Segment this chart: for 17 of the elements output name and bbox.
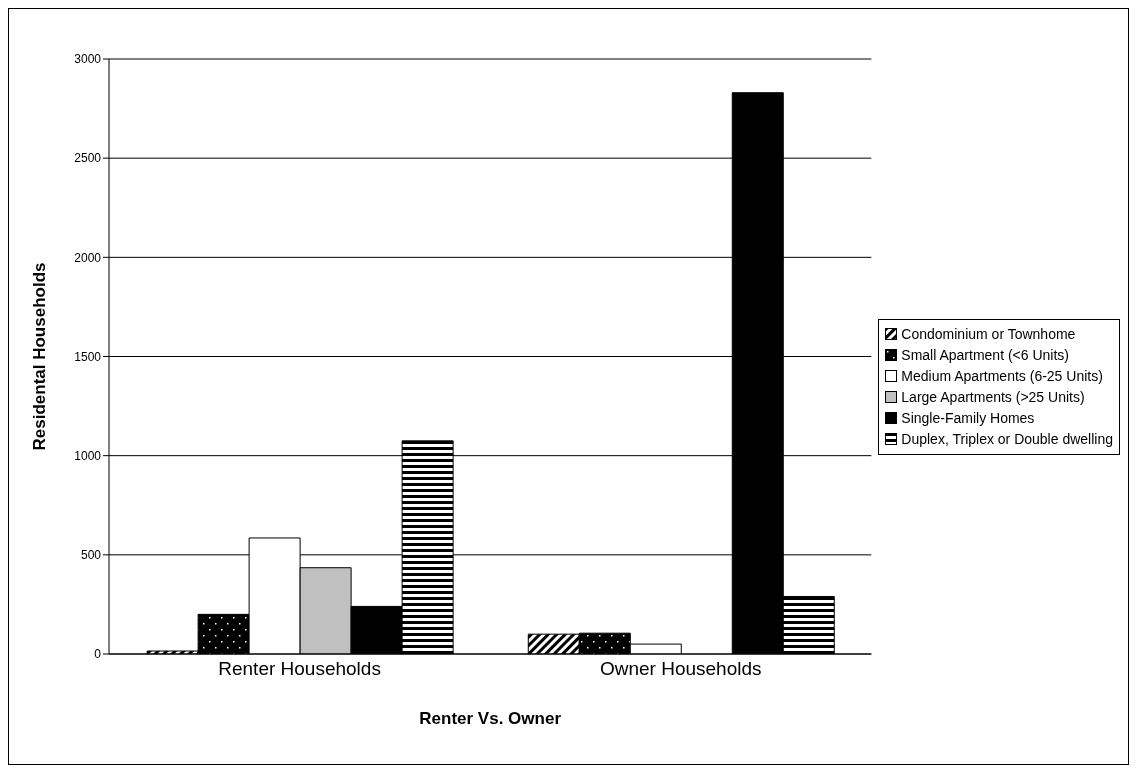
legend-label: Duplex, Triplex or Double dwelling bbox=[901, 429, 1113, 449]
legend-label: Condominium or Townhome bbox=[901, 324, 1076, 344]
x-tick-label: Owner Households bbox=[599, 658, 762, 680]
legend-label: Small Apartment (<6 Units) bbox=[901, 345, 1069, 365]
y-tick-label: 3000 bbox=[74, 52, 102, 67]
x-tick-label: Renter Households bbox=[218, 658, 381, 680]
legend-label: Medium Apartments (6-25 Units) bbox=[901, 366, 1103, 386]
legend-label: Single-Family Homes bbox=[901, 408, 1035, 428]
y-tick-label: 0 bbox=[94, 647, 102, 662]
y-tick-label: 2500 bbox=[74, 151, 102, 166]
legend-label: Large Apartments (>25 Units) bbox=[901, 387, 1085, 407]
x-axis-title: Renter Vs. Owner bbox=[419, 709, 562, 728]
y-tick-label: 2000 bbox=[74, 250, 102, 265]
y-tick-label: 500 bbox=[80, 548, 102, 563]
y-tick-label: 1500 bbox=[74, 349, 102, 364]
y-tick-label: 1000 bbox=[74, 448, 102, 463]
y-axis-title: Residental Households bbox=[30, 262, 50, 451]
